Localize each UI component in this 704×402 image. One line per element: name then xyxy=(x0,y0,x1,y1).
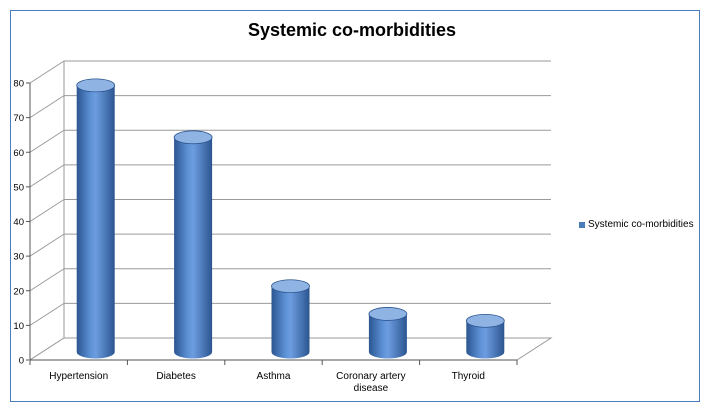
bar-body xyxy=(271,286,310,359)
y-tick-label: 30 xyxy=(13,252,24,263)
bar-top xyxy=(368,307,408,321)
bar-top xyxy=(76,78,116,93)
bar-body xyxy=(76,85,115,359)
bar xyxy=(271,279,310,359)
side-gridline xyxy=(29,60,65,84)
y-tick-label: 50 xyxy=(13,182,24,193)
x-tick-label: Diabetes xyxy=(156,371,195,382)
y-tick-label: 10 xyxy=(13,321,24,332)
side-gridline xyxy=(29,199,65,222)
bar-top xyxy=(271,279,310,294)
bar xyxy=(368,307,408,359)
y-tick-label: 60 xyxy=(13,148,24,159)
bar xyxy=(173,130,213,359)
x-tick-label: Thyroid xyxy=(452,371,485,382)
bar xyxy=(76,78,116,359)
side-gridline xyxy=(29,233,65,257)
chart-frame xyxy=(10,10,700,402)
x-tick-label: Hypertension xyxy=(49,371,108,382)
y-tick-label: 70 xyxy=(13,113,24,124)
y-tick-label: 40 xyxy=(13,217,24,228)
side-gridline xyxy=(29,268,65,292)
side-gridline xyxy=(29,302,65,326)
side-gridline xyxy=(29,95,65,119)
bar-top xyxy=(173,130,213,145)
bar-body xyxy=(368,313,407,359)
chart-title: Systemic co-morbidities xyxy=(247,20,457,40)
legend-swatch xyxy=(579,221,585,228)
bar-top xyxy=(465,313,505,328)
legend: Systemic co-morbidities xyxy=(579,219,694,230)
y-tick-label: 80 xyxy=(13,79,24,90)
bar-body xyxy=(466,320,505,359)
y-tick-label: 0 xyxy=(19,356,24,367)
side-gridline xyxy=(29,164,65,188)
x-tick-label-line: disease xyxy=(354,383,389,394)
bar-body xyxy=(174,137,213,359)
x-tick-label: Coronary artery disease xyxy=(336,371,405,394)
legend-label: Systemic co-morbidities xyxy=(588,219,694,230)
y-tick-label: 20 xyxy=(13,286,24,297)
x-tick-label: Asthma xyxy=(257,371,291,382)
x-tick-label-line: Coronary artery xyxy=(336,371,405,382)
side-gridline xyxy=(29,129,65,153)
bar xyxy=(465,313,505,359)
